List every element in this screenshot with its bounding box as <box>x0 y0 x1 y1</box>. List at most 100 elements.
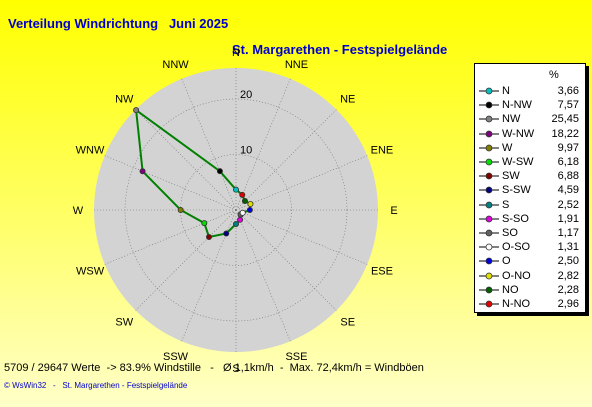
data-point-o <box>246 206 253 213</box>
legend-item-s-sw: S-SW 4,59 <box>475 184 585 198</box>
direction-label-ene: ENE <box>371 145 394 157</box>
legend-marker-icon <box>479 257 499 265</box>
legend-label: O-NO <box>502 269 531 282</box>
legend-item-nw: NW 25,45 <box>475 113 585 127</box>
grid-ring-20 <box>124 98 348 322</box>
legend-marker-icon <box>479 215 499 223</box>
legend-label: O <box>502 255 511 268</box>
legend-marker-icon <box>479 115 499 123</box>
data-point-w <box>177 206 184 213</box>
direction-label-s: S <box>232 363 239 375</box>
data-point-w-sw <box>201 220 208 227</box>
data-point-no <box>241 198 248 205</box>
legend-value: 4,59 <box>557 184 579 197</box>
legend-value: 2,96 <box>557 298 579 310</box>
legend-item-so: SO 1,17 <box>475 227 585 241</box>
legend-label: S-SO <box>502 212 529 225</box>
legend-item-w-nw: W-NW 18,22 <box>475 128 585 142</box>
legend-unit: % <box>549 69 559 81</box>
legend-item-w-sw: W-SW 6,18 <box>475 156 585 170</box>
credit-line: © WsWin32 - St. Margarethen - Festspielg… <box>4 381 188 390</box>
legend-label: W <box>502 141 513 154</box>
legend-value: 6,18 <box>557 156 579 168</box>
legend-marker-icon <box>479 229 499 237</box>
data-point-s-so <box>237 216 244 223</box>
data-point-n-nw <box>216 168 223 175</box>
legend-label: SW <box>502 170 520 183</box>
legend-label: S-SW <box>502 184 531 197</box>
legend-marker-icon <box>479 201 499 208</box>
footer-stats: 5709 / 29647 Werte -> 83.9% Windstille -… <box>4 362 424 374</box>
data-point-n-no <box>239 191 246 198</box>
direction-label-sse: SSE <box>285 351 307 363</box>
data-point-nw <box>133 107 140 114</box>
legend-item-n: N 3,66 <box>475 85 585 99</box>
legend-value: 6,88 <box>557 170 579 183</box>
legend-value: 7,57 <box>557 99 579 112</box>
legend-value: 9,97 <box>557 141 579 154</box>
legend-item-sw: SW 6,88 <box>475 170 585 184</box>
direction-label-e: E <box>390 205 397 217</box>
direction-label-nw: NW <box>115 93 134 105</box>
legend-item-o-so: O-SO 1,31 <box>475 241 585 255</box>
direction-label-ne: NE <box>340 93 355 105</box>
legend-value: 2,52 <box>557 198 579 211</box>
direction-label-sw: SW <box>115 317 133 329</box>
r-tick-label: 20 <box>240 89 252 101</box>
legend-marker-icon <box>479 243 499 251</box>
legend-marker-icon <box>479 272 499 279</box>
direction-label-nnw: NNW <box>162 59 189 71</box>
legend-item-o: O 2,50 <box>475 255 585 269</box>
legend-marker-icon <box>479 87 499 95</box>
legend-item-w: W 9,97 <box>475 142 585 156</box>
legend-value: 2,82 <box>557 269 579 282</box>
legend-label: O-SO <box>502 241 531 254</box>
legend-marker-icon <box>479 158 499 166</box>
data-point-sw <box>205 234 212 241</box>
legend-label: N <box>502 85 510 97</box>
legend-marker-icon <box>479 300 499 308</box>
legend-item-o-no: O-NO 2,82 <box>475 270 585 284</box>
legend-marker-icon <box>479 286 499 294</box>
chart-subtitle: St. Margarethen - Festspielgelände <box>232 42 448 57</box>
r-tick-label: 10 <box>240 145 252 157</box>
legend-value: 25,45 <box>551 113 579 126</box>
direction-label-wnw: WNW <box>76 145 105 157</box>
direction-label-wsw: WSW <box>76 265 105 277</box>
legend-value: 3,66 <box>557 85 579 97</box>
direction-label-n: N <box>232 47 240 59</box>
legend-marker-icon <box>479 101 499 109</box>
legend-marker-icon <box>479 172 499 180</box>
legend-label: S <box>502 198 510 211</box>
legend-value: 18,22 <box>551 127 579 140</box>
legend-label: NW <box>502 113 521 126</box>
legend-item-s: S 2,52 <box>475 199 585 213</box>
legend: % N 3,66 N-NW 7,57 NW 25,45 W-NW 18,22 W 9,97 W-SW… <box>474 63 586 313</box>
legend-value: 1,91 <box>557 212 579 225</box>
data-point-o-no <box>247 201 254 208</box>
legend-item-s-so: S-SO 1,91 <box>475 213 585 227</box>
legend-label: SO <box>502 227 518 239</box>
data-point-s <box>232 220 239 227</box>
legend-item-n-no: N-NO 2,96 <box>475 298 585 312</box>
chart-title: Verteilung Windrichtung Juni 2025 <box>8 16 229 31</box>
data-point-s-sw <box>223 230 230 237</box>
legend-label: N-NO <box>502 298 531 310</box>
legend-item-n-nw: N-NW 7,57 <box>475 99 585 113</box>
legend-label: NO <box>502 283 519 296</box>
legend-label: N-NW <box>502 99 532 112</box>
direction-label-nne: NNE <box>285 59 308 71</box>
direction-label-ese: ESE <box>371 265 393 277</box>
legend-marker-icon <box>479 186 499 194</box>
legend-value: 1,17 <box>557 227 579 239</box>
legend-label: W-NW <box>502 127 535 140</box>
direction-label-se: SE <box>340 317 355 329</box>
direction-label-w: W <box>73 205 84 217</box>
data-point-w-nw <box>139 168 146 175</box>
direction-label-ssw: SSW <box>163 351 189 363</box>
legend-marker-icon <box>479 130 499 137</box>
data-point-o-so <box>239 209 246 216</box>
legend-value: 1,31 <box>557 241 579 254</box>
data-point-n <box>232 186 239 193</box>
